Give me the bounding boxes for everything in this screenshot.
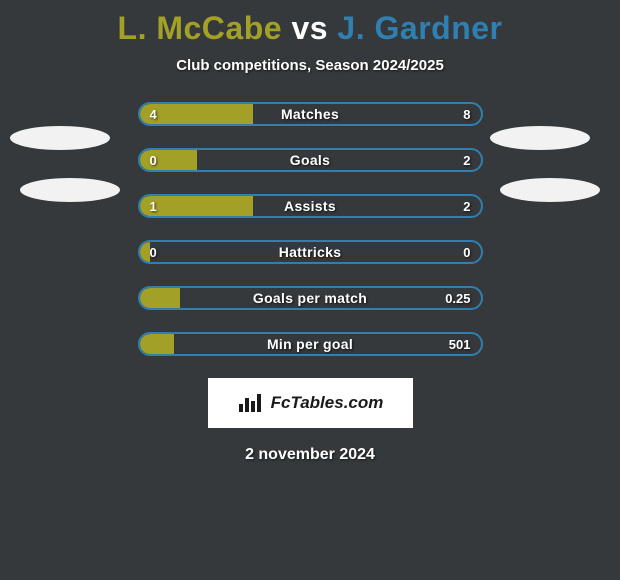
stat-right-value: 501 xyxy=(449,334,471,354)
team-logo-right-2 xyxy=(500,178,600,202)
stat-right-value: 2 xyxy=(463,150,470,170)
vs-text: vs xyxy=(291,10,328,46)
comparison-title: L. McCabe vs J. Gardner xyxy=(0,0,620,47)
stat-label: Hattricks xyxy=(140,242,481,262)
stat-label: Assists xyxy=(140,196,481,216)
chart-area: 4Matches80Goals21Assists20Hattricks0Goal… xyxy=(0,102,620,356)
stat-label: Min per goal xyxy=(140,334,481,354)
stat-label: Goals per match xyxy=(140,288,481,308)
date-text: 2 november 2024 xyxy=(0,446,620,464)
player1-name: L. McCabe xyxy=(118,10,283,46)
stat-row: 0Goals2 xyxy=(138,148,483,172)
stat-label: Goals xyxy=(140,150,481,170)
subtitle: Club competitions, Season 2024/2025 xyxy=(0,57,620,74)
stat-row: Goals per match0.25 xyxy=(138,286,483,310)
stat-label: Matches xyxy=(140,104,481,124)
team-logo-left-1 xyxy=(10,126,110,150)
stat-right-value: 0 xyxy=(463,242,470,262)
team-logo-right-1 xyxy=(490,126,590,150)
stat-row: 1Assists2 xyxy=(138,194,483,218)
bars-icon xyxy=(237,392,265,414)
stat-row: 4Matches8 xyxy=(138,102,483,126)
badge-text: FcTables.com xyxy=(271,393,384,413)
player2-name: J. Gardner xyxy=(337,10,502,46)
stat-row: 0Hattricks0 xyxy=(138,240,483,264)
stat-right-value: 8 xyxy=(463,104,470,124)
team-logo-left-2 xyxy=(20,178,120,202)
stat-row: Min per goal501 xyxy=(138,332,483,356)
stat-right-value: 2 xyxy=(463,196,470,216)
fctables-badge: FcTables.com xyxy=(208,378,413,428)
stat-right-value: 0.25 xyxy=(445,288,470,308)
